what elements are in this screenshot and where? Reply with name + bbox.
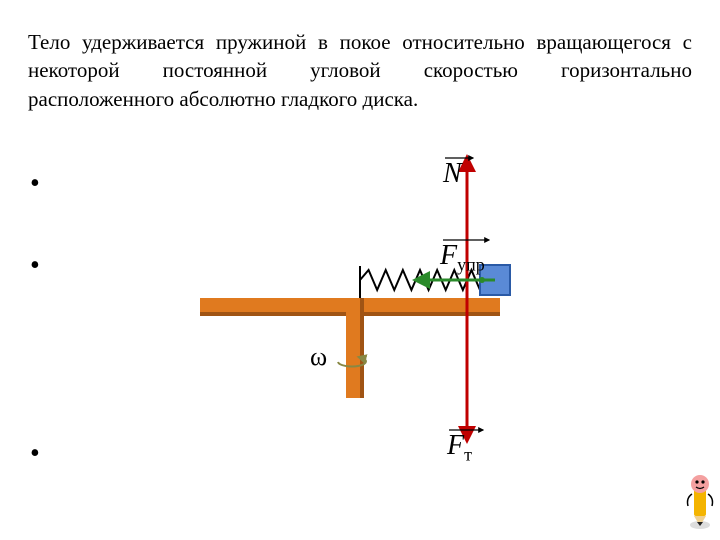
pencil-arm-r (708, 494, 713, 506)
pencil-icon (680, 470, 720, 530)
axis-bar-shadow (360, 298, 364, 398)
physics-diagram (0, 0, 720, 540)
pencil-eye-l (695, 480, 698, 483)
label-omega: ω (310, 342, 327, 372)
label-Ft-base: F (447, 430, 464, 461)
label-N: N (443, 158, 462, 190)
axis-bar (346, 298, 360, 398)
label-Ft: Fт (447, 430, 472, 466)
label-Fupr-base: F (440, 240, 457, 271)
label-Fupr: Fупр (440, 240, 485, 276)
pencil-face (691, 475, 709, 493)
label-Fupr-sub: упр (457, 255, 485, 275)
pencil-eye-r (701, 480, 704, 483)
label-Ft-sub: т (464, 445, 472, 465)
pencil-arm-l (688, 494, 693, 506)
